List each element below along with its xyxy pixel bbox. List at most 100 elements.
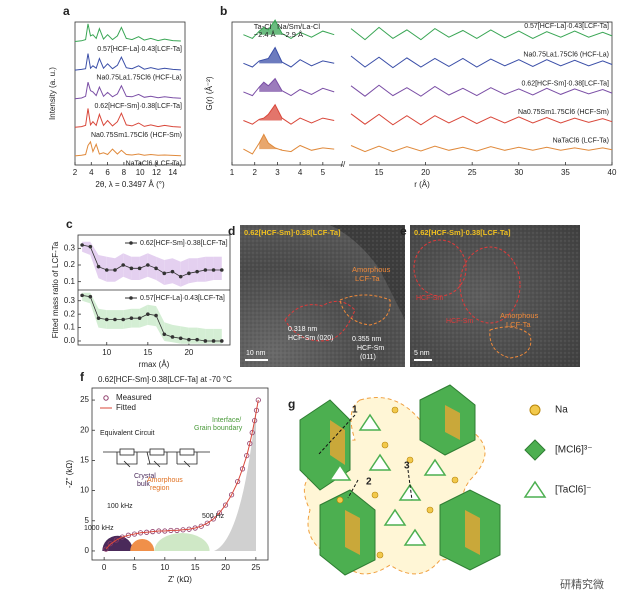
error-band [180, 258, 189, 287]
point [129, 316, 134, 320]
error-band [188, 258, 198, 284]
x-tick-label: 2 [252, 168, 257, 177]
plot-frame [74, 21, 186, 166]
x-tick-label: 20 [184, 348, 193, 357]
panel-label: e [400, 224, 407, 238]
error-band [180, 326, 189, 344]
annotation: HCF-Sm [446, 318, 473, 325]
point [210, 516, 216, 522]
legend-label: Na0.75Sm1.75Cl6 (HCF-Sm) [91, 132, 182, 139]
point [244, 452, 250, 459]
chart-title: 0.62[HCF-Sm]·0.38[LCF-Ta] at -70 °C [98, 375, 232, 384]
panel-label: g [288, 397, 295, 411]
legend-label: NaTaCl6 (LCF-Ta) [126, 160, 182, 167]
y-axis-label: G(r) (Å⁻²) [205, 76, 214, 110]
point [104, 317, 109, 322]
point [113, 537, 119, 543]
panel-label: c [66, 217, 73, 231]
y-tick-label: 0.3 [64, 296, 76, 305]
trace [74, 53, 181, 71]
legend-label: 0.57[HCF-La]·0.43[LCF-Ta] [524, 23, 609, 30]
x-tick-label: 15 [191, 563, 200, 572]
point [162, 332, 167, 337]
fit-line [105, 400, 259, 550]
x-tick-label: 1 [230, 168, 235, 177]
x-tick-label: 20 [421, 168, 430, 177]
scale-label: 5 nm [414, 350, 430, 357]
trace [243, 103, 613, 126]
axis-break [343, 162, 349, 168]
step-label: 2 [366, 477, 372, 488]
axis-break-mark: // [341, 160, 346, 169]
point [178, 336, 183, 341]
y-tick-label: 0.0 [64, 336, 76, 345]
point [187, 337, 191, 342]
x-tick-label: 5 [321, 168, 326, 177]
point [216, 510, 223, 516]
step-label: 3 [404, 461, 410, 472]
point [187, 271, 191, 276]
peak-fill [259, 78, 282, 92]
peak-fill [259, 134, 282, 151]
error-band [188, 327, 198, 344]
legend-mcl6-symbol [524, 439, 546, 461]
x-tick-label: 2 [73, 168, 78, 177]
point [204, 520, 210, 526]
scale-label: 10 nm [246, 350, 266, 357]
error-band [172, 258, 181, 287]
point [113, 317, 117, 322]
legend-symbol [129, 296, 133, 300]
point [235, 478, 241, 485]
trace [74, 140, 181, 157]
x-tick-label: 30 [514, 168, 523, 177]
y-tick-label: 0.2 [64, 260, 76, 269]
point [96, 316, 101, 320]
point [121, 317, 125, 322]
annotation: Crystal [134, 473, 156, 480]
impedance-components [102, 408, 256, 551]
plot-frame [91, 387, 269, 561]
x-tick-label: 4 [298, 168, 303, 177]
y-tick-label: 25 [80, 395, 89, 404]
legend-label: [MCl6]³⁻ [555, 445, 593, 456]
error-band [205, 256, 214, 282]
y-axis-label: Intensity (a. u.) [48, 67, 57, 120]
legend-label: Na0.75La1.75Cl6 (HCF-La) [523, 52, 609, 59]
annotation: LCF-Ta [355, 274, 380, 283]
y-tick-label: 0.1 [64, 277, 76, 286]
trace [243, 133, 613, 155]
interface-arc [154, 533, 210, 551]
x-tick-label: 15 [375, 168, 384, 177]
x-tick-label: 12 [152, 168, 161, 177]
point [88, 294, 93, 299]
y-tick-label: 20 [80, 425, 89, 434]
point [211, 339, 216, 343]
point [170, 269, 175, 274]
x-axis-label: r (Å) [414, 180, 430, 189]
point [103, 546, 109, 552]
legend-label: Na [555, 405, 568, 416]
y-tick-label: 15 [80, 456, 89, 465]
grain-outline [459, 246, 521, 324]
x-tick-label: 40 [608, 168, 617, 177]
point [170, 335, 175, 339]
legend-symbol [103, 395, 109, 401]
point [121, 263, 125, 267]
annotation: 500 Hz [202, 513, 225, 520]
tacl6-units [328, 413, 447, 546]
na-ions [336, 406, 459, 559]
x-tick-label: 20 [221, 563, 230, 572]
trace [243, 77, 613, 97]
error-band [164, 258, 173, 285]
panel-label: b [220, 4, 227, 18]
legend-label: Fitted [116, 403, 136, 412]
x-axis-label: Z' (kΩ) [168, 575, 192, 584]
x-tick-label: 25 [468, 168, 477, 177]
error-band [147, 304, 157, 327]
point [113, 268, 117, 272]
annotation: Grain boundary [194, 425, 243, 432]
panel-label: f [80, 370, 85, 384]
tem-texture [410, 225, 580, 367]
error-band [164, 322, 173, 343]
